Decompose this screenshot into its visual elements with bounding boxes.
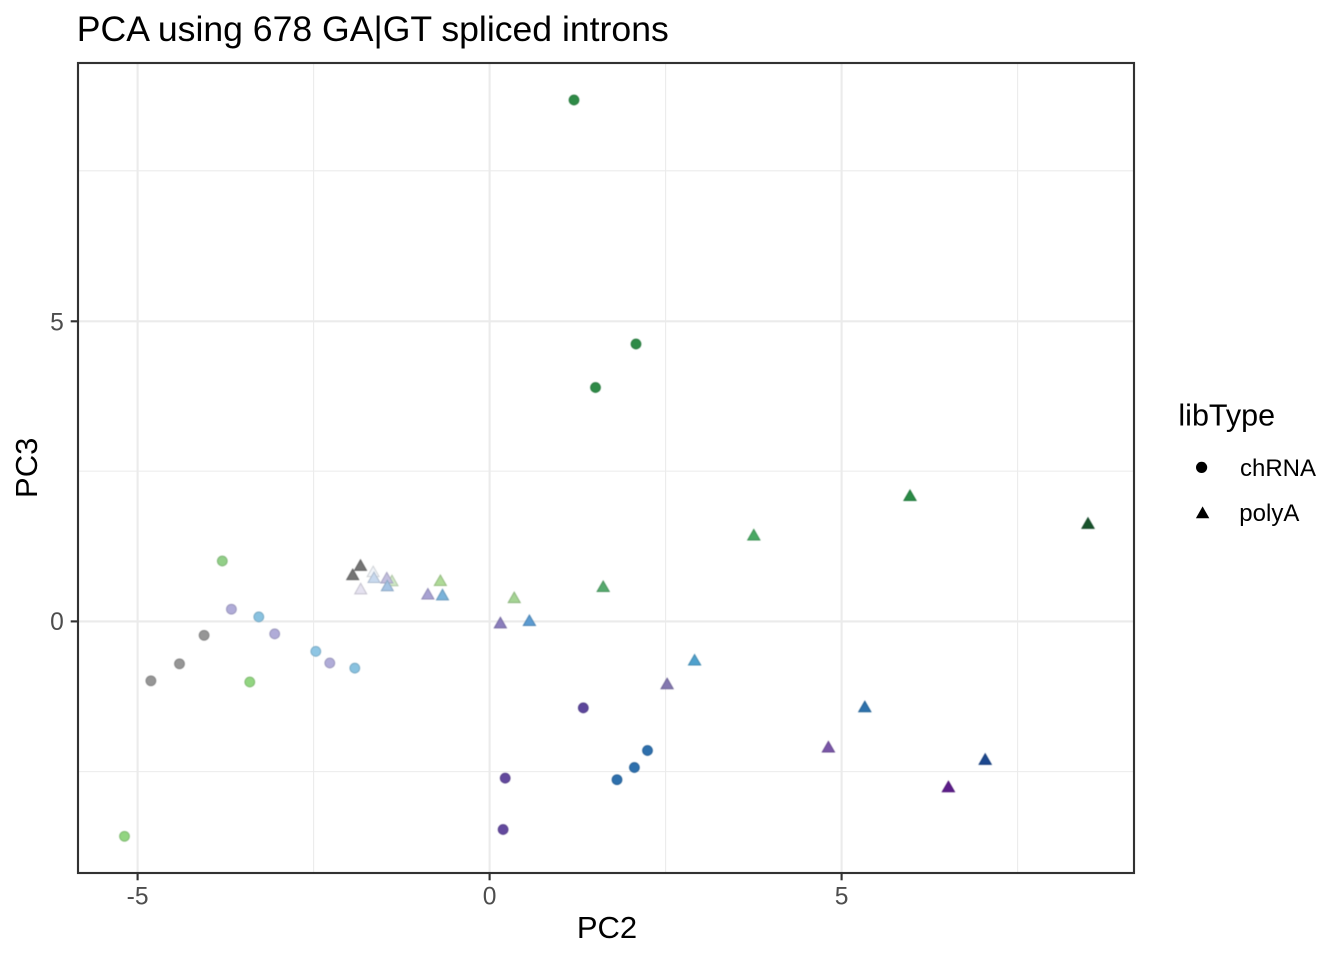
svg-text:5: 5 bbox=[835, 883, 849, 910]
svg-text:PC3: PC3 bbox=[9, 438, 44, 498]
svg-text:0: 0 bbox=[483, 883, 497, 910]
svg-text:polyA: polyA bbox=[1239, 500, 1299, 527]
svg-text:PC2: PC2 bbox=[577, 910, 637, 945]
svg-text:5: 5 bbox=[50, 309, 64, 336]
svg-text:PCA using 678 GA|GT spliced in: PCA using 678 GA|GT spliced introns bbox=[77, 9, 669, 49]
svg-text:chRNA: chRNA bbox=[1240, 455, 1316, 482]
svg-text:-5: -5 bbox=[127, 883, 149, 910]
svg-text:libType: libType bbox=[1178, 398, 1275, 432]
svg-text:0: 0 bbox=[50, 609, 64, 636]
